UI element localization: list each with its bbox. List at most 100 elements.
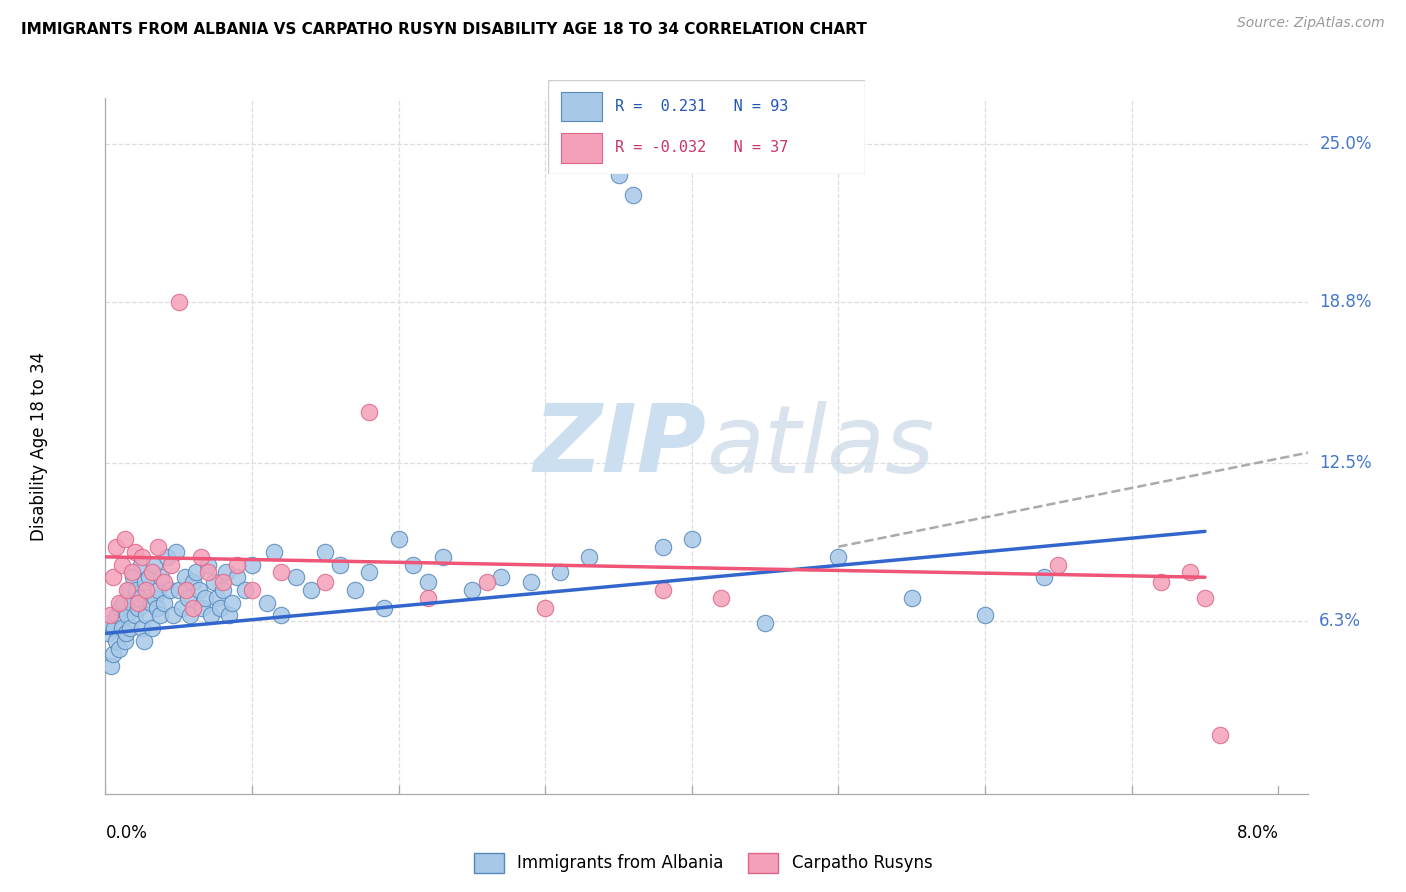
Point <box>197 558 219 572</box>
Point <box>607 168 630 182</box>
Point <box>160 558 183 572</box>
Point <box>108 600 131 615</box>
Point <box>754 616 776 631</box>
Point <box>167 582 190 597</box>
Point <box>97 626 120 640</box>
Point <box>121 596 143 610</box>
Point <box>159 582 181 597</box>
Point <box>388 532 411 546</box>
Point <box>226 558 249 572</box>
Point <box>270 608 292 623</box>
Point <box>153 575 176 590</box>
Point <box>197 565 219 579</box>
Point <box>120 621 142 635</box>
Point <box>233 582 256 597</box>
Point <box>117 608 139 623</box>
Point <box>170 600 193 615</box>
Point <box>114 532 136 546</box>
Point <box>135 608 157 623</box>
Point <box>461 582 484 597</box>
Point <box>141 565 163 579</box>
Point <box>145 600 167 615</box>
Text: 25.0%: 25.0% <box>1319 135 1372 153</box>
Text: atlas: atlas <box>707 401 935 491</box>
Point <box>900 591 922 605</box>
Point <box>150 570 173 584</box>
Point <box>373 600 395 615</box>
Text: IMMIGRANTS FROM ALBANIA VS CARPATHO RUSYN DISABILITY AGE 18 TO 34 CORRELATION CH: IMMIGRANTS FROM ALBANIA VS CARPATHO RUSY… <box>21 22 868 37</box>
Point <box>710 591 733 605</box>
Point <box>174 582 197 597</box>
Point <box>416 575 439 590</box>
Point <box>190 549 212 564</box>
Point <box>142 558 165 572</box>
Text: 8.0%: 8.0% <box>1236 824 1278 842</box>
Point <box>205 591 228 605</box>
Point <box>329 558 352 572</box>
Point <box>191 600 214 615</box>
Point <box>194 591 217 605</box>
Point <box>491 570 513 584</box>
Point <box>475 575 498 590</box>
Point <box>211 582 233 597</box>
Point <box>299 582 322 597</box>
Point <box>432 549 454 564</box>
Point <box>98 608 121 623</box>
Point <box>240 582 263 597</box>
Point <box>104 540 127 554</box>
Point <box>165 545 187 559</box>
Point <box>153 596 176 610</box>
FancyBboxPatch shape <box>548 80 865 174</box>
Point <box>107 641 129 656</box>
Point <box>1032 570 1054 584</box>
Point <box>127 596 149 610</box>
Text: R = -0.032   N = 37: R = -0.032 N = 37 <box>614 140 789 155</box>
Point <box>183 600 205 615</box>
Point <box>200 608 222 623</box>
Point <box>124 608 146 623</box>
Point <box>131 621 153 635</box>
Point <box>122 570 145 584</box>
Text: Source: ZipAtlas.com: Source: ZipAtlas.com <box>1237 16 1385 30</box>
Point <box>118 582 141 597</box>
Point <box>176 591 198 605</box>
Point <box>359 404 381 418</box>
Point <box>221 596 243 610</box>
Point <box>263 545 285 559</box>
Point <box>117 582 139 597</box>
Point <box>519 575 541 590</box>
Point <box>183 575 205 590</box>
Point <box>402 558 425 572</box>
Text: Disability Age 18 to 34: Disability Age 18 to 34 <box>31 351 48 541</box>
Point <box>314 575 336 590</box>
Point <box>186 565 208 579</box>
Point <box>270 565 292 579</box>
Point <box>127 600 149 615</box>
Point <box>156 549 179 564</box>
Point <box>188 582 211 597</box>
Point <box>548 565 571 579</box>
Point <box>179 608 201 623</box>
Point <box>285 570 308 584</box>
Point <box>827 549 849 564</box>
Point <box>112 596 135 610</box>
Point <box>125 582 148 597</box>
Point <box>359 565 381 579</box>
Point <box>1208 728 1230 742</box>
Point <box>1150 575 1173 590</box>
Point <box>105 608 128 623</box>
Point <box>124 545 146 559</box>
Point <box>240 558 263 572</box>
Point <box>131 549 153 564</box>
Point <box>149 608 172 623</box>
Point <box>129 558 152 572</box>
Text: 18.8%: 18.8% <box>1319 293 1372 311</box>
Point <box>314 545 336 559</box>
Point <box>114 634 136 648</box>
Legend: Immigrants from Albania, Carpatho Rusyns: Immigrants from Albania, Carpatho Rusyns <box>467 847 939 880</box>
Point <box>218 608 240 623</box>
Point <box>226 570 249 584</box>
Text: R =  0.231   N = 93: R = 0.231 N = 93 <box>614 99 789 114</box>
Point <box>110 558 132 572</box>
Text: ZIP: ZIP <box>534 400 707 492</box>
